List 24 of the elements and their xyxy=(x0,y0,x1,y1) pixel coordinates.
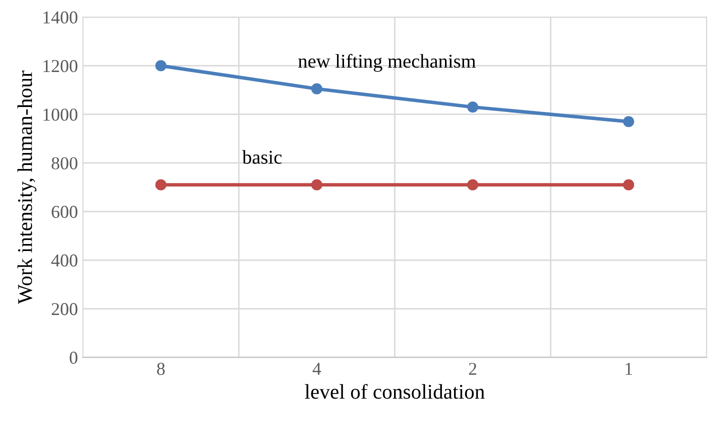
y-tick-label: 1000 xyxy=(44,108,78,121)
point xyxy=(155,179,166,190)
point xyxy=(623,179,634,190)
y-tick-label: 800 xyxy=(52,157,78,170)
y-tick-label: 1400 xyxy=(44,11,78,24)
x-tick-label: 8 xyxy=(157,362,165,375)
x-tick-label: 2 xyxy=(468,362,476,375)
x-tick-label: 4 xyxy=(312,362,322,375)
point xyxy=(467,179,478,190)
point xyxy=(623,116,634,128)
series-label: new lifting mechanism xyxy=(298,54,476,72)
point xyxy=(311,83,322,94)
y-tick-label: 400 xyxy=(51,254,78,267)
x-axis-title: level of consolidation xyxy=(304,384,485,399)
y-tick-label: 600 xyxy=(52,206,78,218)
y-axis-title: Work intensity, human-hour xyxy=(17,70,36,304)
point xyxy=(311,179,322,190)
point xyxy=(467,101,478,113)
y-tick-label: 0 xyxy=(70,352,78,364)
x-tick-label: 1 xyxy=(626,362,632,375)
y-tick-label: 200 xyxy=(52,303,78,316)
point xyxy=(155,60,166,72)
y-tick-label: 1200 xyxy=(44,60,78,72)
series-label: basic xyxy=(242,150,282,164)
